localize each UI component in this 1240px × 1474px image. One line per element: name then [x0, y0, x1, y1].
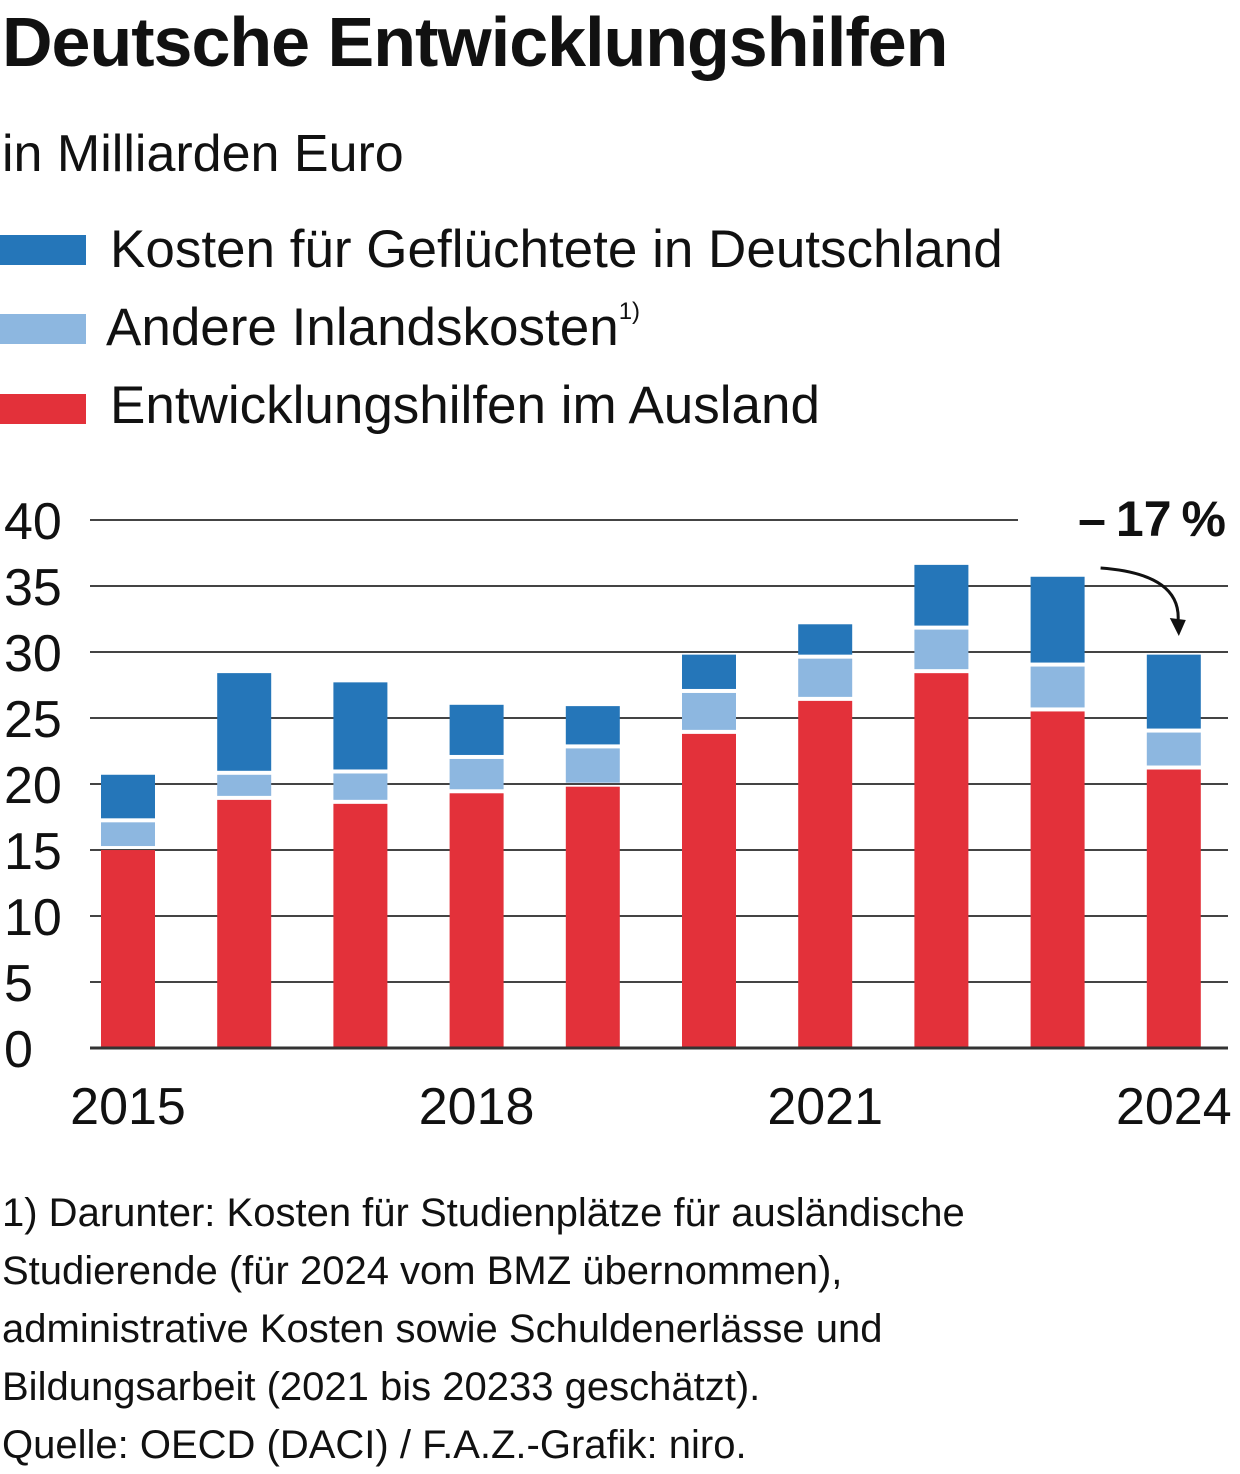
annotation-arrowhead — [1169, 618, 1186, 636]
y-tick-label: 10 — [4, 889, 62, 947]
y-tick-label: 35 — [4, 559, 62, 617]
y-tick-label: 25 — [4, 691, 62, 749]
bar-segment — [217, 673, 272, 771]
source-line: Quelle: OECD (DACI) / F.A.Z.-Grafik: nir… — [2, 1423, 747, 1467]
bar-segment — [1146, 769, 1201, 1048]
bar-segment — [217, 799, 272, 1048]
bar-segment — [1146, 654, 1201, 729]
stacked-bar-chart: 0 5 10 15 20 25 30 35 40 2015 2018 2021 2024 – 17 % — [4, 491, 1232, 1136]
chart-title: Deutsche Entwicklungshilfen — [2, 3, 948, 81]
y-tick-label: 20 — [4, 757, 62, 815]
legend-swatch-refugees — [0, 235, 86, 265]
x-tick-label: 2015 — [70, 1078, 186, 1136]
bar-segment — [101, 774, 155, 819]
bar-segment — [1030, 666, 1085, 708]
bar-segment — [565, 706, 620, 745]
y-tick-label: 5 — [4, 955, 33, 1013]
bar-segment — [101, 850, 155, 1048]
bar-segment — [1030, 576, 1085, 663]
legend-label-abroad: Entwicklungshilfen im Ausland — [110, 376, 820, 435]
bar-segment — [333, 682, 388, 770]
bar-segment — [449, 704, 504, 755]
bar-segment — [1030, 711, 1085, 1048]
annotation-arrow — [1100, 566, 1180, 625]
bar-segment — [333, 803, 388, 1048]
bar-segment — [565, 748, 620, 783]
legend-label-refugees: Kosten für Geflüchtete in Deutschland — [110, 220, 1003, 279]
bar-segment — [682, 654, 736, 689]
x-tick-label: 2021 — [767, 1078, 883, 1136]
bar-segment — [798, 700, 853, 1048]
bar-segment — [682, 733, 736, 1048]
footnote-line: Studierende (für 2024 vom BMZ übernommen… — [2, 1249, 843, 1293]
footnote-line: Bildungsarbeit (2021 bis 20233 geschätzt… — [2, 1365, 761, 1409]
y-tick-label: 40 — [4, 493, 62, 551]
chart-subtitle: in Milliarden Euro — [2, 125, 404, 183]
y-tick-label: 15 — [4, 823, 62, 881]
footnote: 1) Darunter: Kosten für Studienplätze fü… — [2, 1184, 1238, 1474]
bar-segment — [449, 793, 504, 1048]
footnote-line: 1) Darunter: Kosten für Studienplätze fü… — [2, 1191, 965, 1235]
change-annotation: – 17 % — [1078, 491, 1226, 547]
bar-segment — [217, 774, 272, 796]
y-tick-label: 0 — [4, 1021, 33, 1079]
bar-segment — [565, 786, 620, 1048]
legend-swatch-abroad — [0, 394, 86, 424]
bar-segment — [914, 629, 969, 670]
bar-segment — [682, 692, 736, 730]
y-tick-label: 30 — [4, 625, 62, 683]
bar-segment — [1146, 732, 1201, 766]
bar-segment — [333, 773, 388, 800]
bar-segment — [449, 758, 504, 790]
footnote-line: administrative Kosten sowie Schuldenerlä… — [2, 1307, 883, 1351]
legend-label-other-domestic: Andere Inlandskosten1) — [106, 298, 641, 357]
bar-segment — [798, 658, 853, 697]
bar-segment — [914, 673, 969, 1048]
bar-segment — [914, 564, 969, 626]
bar-segment — [798, 624, 853, 655]
x-tick-label: 2018 — [419, 1078, 535, 1136]
footnote-marker: 1) — [618, 298, 641, 325]
legend-swatch-other-domestic — [0, 314, 86, 344]
x-tick-label: 2024 — [1116, 1078, 1232, 1136]
bar-segment — [101, 822, 155, 847]
